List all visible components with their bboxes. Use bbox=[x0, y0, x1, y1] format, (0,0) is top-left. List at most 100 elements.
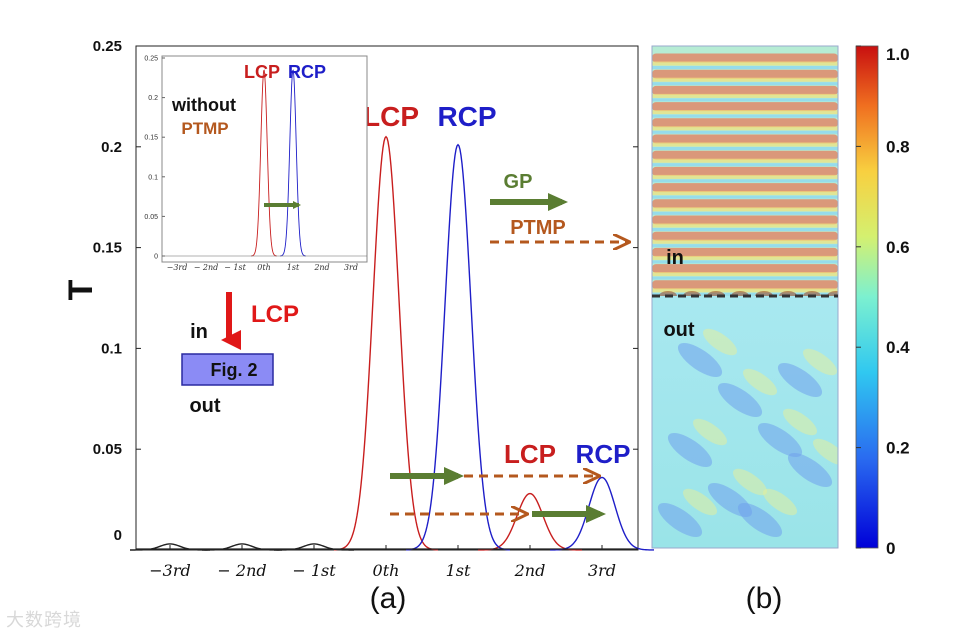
field-map-panel: in out (b) 0 0.2 0.4 0.6 0.8 1.0 bbox=[651, 45, 910, 615]
field-band-yellow bbox=[652, 255, 838, 260]
schematic-in-label: in bbox=[190, 321, 208, 343]
panel-a-label: (a) bbox=[370, 582, 407, 615]
label-lcp-zeroth: LCP bbox=[363, 101, 419, 132]
field-band-blue bbox=[652, 147, 838, 150]
inset-chart: 0 0.05 0.1 0.15 0.2 0.25 −3rd − 2nd − 1st 0th 1st… bbox=[144, 55, 368, 272]
field-band-yellow bbox=[652, 239, 838, 244]
x-axis-ticks: −3rd − 2nd − 1st 0th 1st 2nd 3rd bbox=[149, 545, 616, 580]
inset-y-tick-label: 0.25 bbox=[144, 56, 158, 63]
colorbar-ticks: 0 0.2 0.4 0.6 0.8 1.0 bbox=[856, 45, 910, 558]
field-band-blue bbox=[652, 260, 838, 264]
x-tick-label: −3rd bbox=[149, 561, 190, 580]
y-tick-label: 0.05 bbox=[93, 441, 122, 458]
field-blob-blue bbox=[777, 362, 823, 398]
field-band-red bbox=[652, 118, 838, 128]
field-band-blue bbox=[652, 82, 838, 86]
field-blob-yellow bbox=[782, 408, 818, 436]
field-blob-blue bbox=[657, 502, 703, 538]
label-rcp-first: RCP bbox=[437, 101, 496, 132]
inset-label-rcp: RCP bbox=[288, 62, 326, 82]
field-band-blue bbox=[652, 179, 838, 183]
main-chart: 0 0.05 0.1 0.15 0.2 0.25 −3rd − 2nd − 1st 0th 1st… bbox=[62, 38, 655, 615]
field-band-yellow bbox=[652, 110, 838, 115]
colorbar-tick-label: 0 bbox=[886, 539, 895, 558]
field-band-red bbox=[652, 199, 838, 209]
field-band-red bbox=[652, 215, 838, 225]
y-tick-label: 0 bbox=[114, 527, 122, 544]
field-map bbox=[652, 46, 838, 548]
field-band-yellow bbox=[652, 61, 838, 66]
inset-y-tick-label: 0.1 bbox=[148, 174, 158, 181]
field-band-red bbox=[652, 247, 838, 257]
field-band-red bbox=[652, 85, 838, 95]
field-band-red bbox=[652, 183, 838, 193]
peak-rcp-order-3 bbox=[549, 476, 655, 551]
field-band-yellow bbox=[652, 223, 838, 228]
inset-y-tick-label: 0.05 bbox=[144, 214, 158, 221]
x-tick-label: − 2nd bbox=[217, 561, 266, 580]
inset-frame bbox=[161, 55, 368, 263]
field-band-blue bbox=[652, 130, 838, 134]
inset-x-tick-label: 1st bbox=[287, 263, 300, 272]
field-blob-yellow bbox=[732, 468, 768, 496]
colorbar bbox=[855, 45, 879, 549]
field-band-yellow bbox=[652, 158, 838, 163]
field-band-yellow bbox=[652, 288, 838, 293]
field-band-blue bbox=[652, 66, 838, 69]
colorbar-tick-label: 0.4 bbox=[886, 338, 910, 357]
inset-x-tick-label: 3rd bbox=[344, 263, 358, 272]
inset-label-without: without bbox=[171, 95, 236, 115]
field-blob-blue bbox=[787, 452, 833, 488]
inset-y-tick-label: 0.15 bbox=[144, 135, 158, 142]
field-blob-yellow bbox=[702, 328, 738, 356]
transmission-curves bbox=[130, 135, 655, 551]
map-out-label: out bbox=[663, 319, 694, 341]
panel-b-label: (b) bbox=[746, 582, 783, 615]
field-band-yellow bbox=[652, 272, 838, 277]
label-gp: GP bbox=[504, 171, 533, 193]
x-tick-label: 1st bbox=[446, 561, 471, 580]
field-band-blue bbox=[652, 195, 838, 199]
y-axis-ticks: 0 0.05 0.1 0.15 0.2 0.25 bbox=[93, 38, 638, 551]
x-tick-label: 3rd bbox=[588, 561, 616, 580]
field-band-blue bbox=[652, 244, 838, 248]
y-axis-label: T bbox=[62, 279, 100, 300]
inset-y-tick-label: 0 bbox=[154, 254, 158, 261]
field-band-blue bbox=[652, 276, 838, 280]
colorbar-tick-label: 0.2 bbox=[886, 439, 910, 458]
field-band-blue bbox=[652, 228, 838, 231]
label-lcp-second: LCP bbox=[504, 439, 556, 469]
field-blob-blue bbox=[667, 432, 713, 468]
peak-lcp-order-0 bbox=[333, 135, 439, 551]
incident-lcp-label: LCP bbox=[251, 301, 299, 328]
field-blob-blue bbox=[717, 382, 763, 418]
x-tick-label: 2nd bbox=[514, 561, 546, 580]
field-band-yellow bbox=[652, 174, 838, 179]
x-tick-label: − 1st bbox=[292, 561, 336, 580]
field-band-blue bbox=[652, 163, 838, 167]
fig2-box-label: Fig. 2 bbox=[210, 360, 257, 380]
inset-label-lcp: LCP bbox=[244, 62, 280, 82]
y-tick-label: 0.2 bbox=[101, 139, 122, 156]
field-band-red bbox=[652, 231, 838, 241]
inset-x-tick-label: − 1st bbox=[224, 263, 246, 272]
peak-side-orders-order--3 bbox=[130, 543, 210, 551]
field-blob-yellow bbox=[682, 488, 718, 516]
field-band-blue bbox=[652, 114, 838, 118]
fig2-box bbox=[181, 353, 274, 386]
field-blob-yellow bbox=[802, 348, 838, 376]
label-rcp-third: RCP bbox=[576, 439, 631, 469]
y-tick-label: 0.15 bbox=[93, 240, 122, 257]
field-band-yellow bbox=[652, 191, 838, 196]
inset-y-tick-label: 0.2 bbox=[148, 95, 158, 102]
x-tick-label: 0th bbox=[373, 561, 400, 580]
field-band-red bbox=[652, 69, 838, 79]
field-band-yellow bbox=[652, 77, 838, 82]
field-band-blue bbox=[652, 98, 838, 102]
inset-curves bbox=[162, 69, 367, 257]
peak-rcp-order-1 bbox=[405, 143, 511, 551]
field-band-red bbox=[652, 264, 838, 274]
field-blob-blue bbox=[677, 342, 723, 378]
schematic-out-label: out bbox=[189, 395, 220, 417]
